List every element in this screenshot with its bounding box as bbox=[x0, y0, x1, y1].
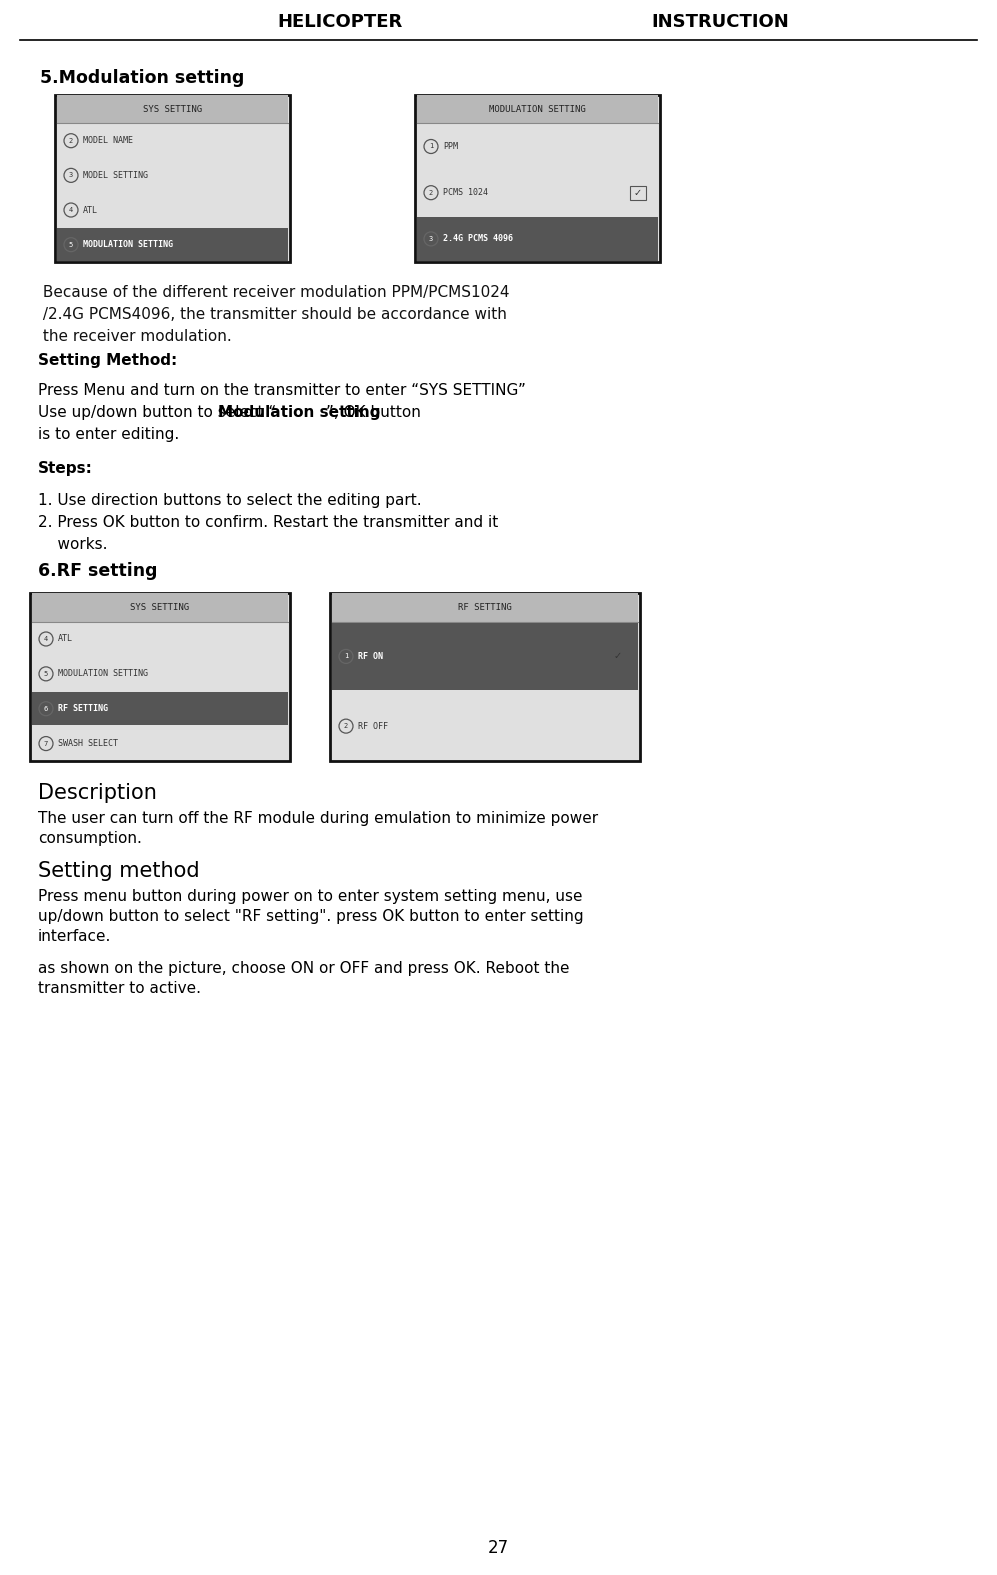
Text: RF SETTING: RF SETTING bbox=[58, 704, 108, 713]
Text: 5: 5 bbox=[69, 241, 73, 247]
Text: MODEL SETTING: MODEL SETTING bbox=[83, 170, 148, 180]
Text: 27: 27 bbox=[488, 1539, 508, 1558]
Text: SYS SETTING: SYS SETTING bbox=[131, 603, 189, 611]
Text: 2: 2 bbox=[344, 723, 348, 729]
Text: 6: 6 bbox=[44, 706, 48, 712]
Text: SWASH SELECT: SWASH SELECT bbox=[58, 739, 118, 748]
Text: MODEL NAME: MODEL NAME bbox=[83, 135, 133, 145]
Text: 2: 2 bbox=[69, 137, 73, 143]
Text: RF OFF: RF OFF bbox=[358, 721, 388, 731]
Text: MODULATION SETTING: MODULATION SETTING bbox=[58, 669, 148, 679]
Text: 5: 5 bbox=[44, 671, 48, 677]
Text: interface.: interface. bbox=[38, 929, 112, 943]
Text: the receiver modulation.: the receiver modulation. bbox=[38, 329, 231, 343]
Text: 6.RF setting: 6.RF setting bbox=[38, 562, 158, 580]
Bar bbox=[610, 649, 626, 663]
Text: up/down button to select "RF setting". press OK button to enter setting: up/down button to select "RF setting". p… bbox=[38, 909, 583, 925]
Text: Description: Description bbox=[38, 783, 157, 803]
Text: Modulation setting: Modulation setting bbox=[218, 405, 381, 421]
Bar bbox=[330, 594, 640, 761]
Bar bbox=[417, 94, 658, 123]
Bar bbox=[630, 186, 646, 200]
Text: RF SETTING: RF SETTING bbox=[459, 603, 511, 611]
Text: RF ON: RF ON bbox=[358, 652, 383, 662]
Text: 7: 7 bbox=[44, 740, 48, 747]
Text: Because of the different receiver modulation PPM/PCMS1024: Because of the different receiver modula… bbox=[38, 285, 509, 299]
Text: transmitter to active.: transmitter to active. bbox=[38, 981, 201, 995]
Text: 3: 3 bbox=[69, 172, 73, 178]
Text: consumption.: consumption. bbox=[38, 832, 142, 846]
Bar bbox=[30, 594, 290, 761]
Text: ATL: ATL bbox=[58, 635, 73, 644]
Bar bbox=[417, 217, 658, 261]
Text: SYS SETTING: SYS SETTING bbox=[143, 104, 202, 113]
Bar bbox=[332, 594, 638, 622]
Text: MODULATION SETTING: MODULATION SETTING bbox=[490, 104, 586, 113]
Bar bbox=[32, 693, 288, 724]
Text: MODULATION SETTING: MODULATION SETTING bbox=[83, 239, 173, 249]
Text: ✓: ✓ bbox=[634, 187, 642, 198]
Text: ”, OK button: ”, OK button bbox=[326, 405, 421, 421]
Text: ATL: ATL bbox=[83, 205, 98, 214]
Text: 3: 3 bbox=[429, 236, 433, 243]
Text: INSTRUCTION: INSTRUCTION bbox=[651, 13, 789, 32]
Text: Setting Method:: Setting Method: bbox=[38, 353, 177, 369]
Text: as shown on the picture, choose ON or OFF and press OK. Reboot the: as shown on the picture, choose ON or OF… bbox=[38, 961, 569, 976]
Text: 5.Modulation setting: 5.Modulation setting bbox=[40, 69, 244, 87]
Text: is to enter editing.: is to enter editing. bbox=[38, 427, 179, 443]
Bar bbox=[332, 622, 638, 690]
Text: 2.4G PCMS 4096: 2.4G PCMS 4096 bbox=[443, 235, 513, 244]
Text: Use up/down button to select “: Use up/down button to select “ bbox=[38, 405, 276, 421]
Text: 4: 4 bbox=[69, 206, 73, 213]
Bar bbox=[55, 94, 290, 261]
Text: 1: 1 bbox=[429, 143, 433, 150]
Text: Press Menu and turn on the transmitter to enter “SYS SETTING”: Press Menu and turn on the transmitter t… bbox=[38, 383, 525, 398]
Text: 2. Press OK button to confirm. Restart the transmitter and it: 2. Press OK button to confirm. Restart t… bbox=[38, 515, 498, 531]
Text: Setting method: Setting method bbox=[38, 862, 199, 880]
Text: 4: 4 bbox=[44, 636, 48, 643]
Text: HELICOPTER: HELICOPTER bbox=[277, 13, 403, 32]
Text: 1: 1 bbox=[344, 654, 348, 660]
Text: PPM: PPM bbox=[443, 142, 458, 151]
Text: Steps:: Steps: bbox=[38, 461, 93, 476]
Text: The user can turn off the RF module during emulation to minimize power: The user can turn off the RF module duri… bbox=[38, 811, 598, 825]
Bar bbox=[57, 228, 288, 261]
Text: /2.4G PCMS4096, the transmitter should be accordance with: /2.4G PCMS4096, the transmitter should b… bbox=[38, 307, 506, 321]
Text: ✓: ✓ bbox=[614, 652, 622, 662]
Text: 1. Use direction buttons to select the editing part.: 1. Use direction buttons to select the e… bbox=[38, 493, 422, 509]
Bar bbox=[415, 94, 660, 261]
Text: works.: works. bbox=[38, 537, 108, 551]
Bar bbox=[32, 594, 288, 622]
Text: PCMS 1024: PCMS 1024 bbox=[443, 187, 488, 197]
Bar bbox=[57, 94, 288, 123]
Text: 2: 2 bbox=[429, 189, 433, 195]
Text: Press menu button during power on to enter system setting menu, use: Press menu button during power on to ent… bbox=[38, 888, 582, 904]
